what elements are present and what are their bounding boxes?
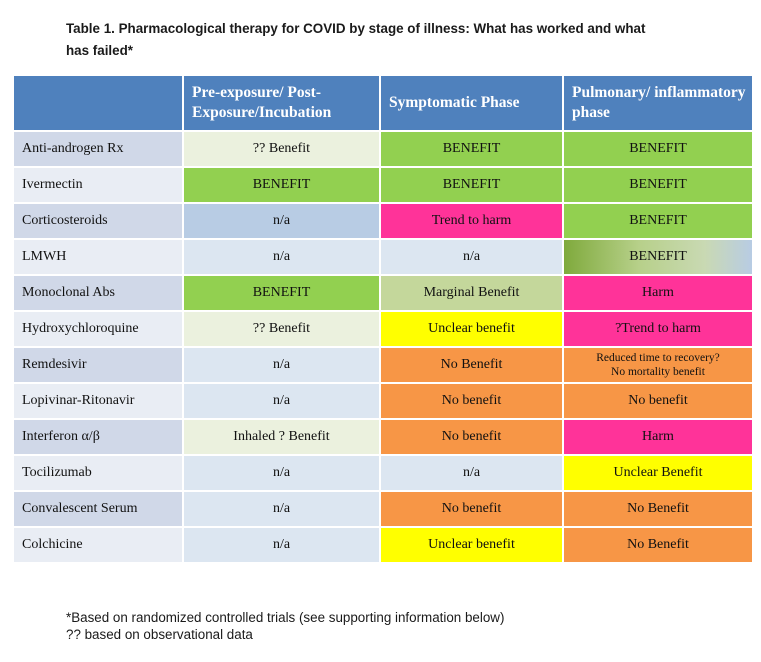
drug-name-cell: Ivermectin <box>14 168 184 204</box>
pre-exposure-cell: ?? Benefit <box>184 132 381 168</box>
pre-exposure-cell: BENEFIT <box>184 276 381 312</box>
pulmonary-cell: No Benefit <box>564 528 754 564</box>
table-row: Remdesivir n/a No Benefit Reduced time to r… <box>14 348 754 384</box>
drug-name-cell: LMWH <box>14 240 184 276</box>
pulmonary-cell: BENEFIT <box>564 204 754 240</box>
drug-name-cell: Convalescent Serum <box>14 492 184 528</box>
drug-name-cell: Lopivinar-Ritonavir <box>14 384 184 420</box>
footnotes: *Based on randomized controlled trials (… <box>66 609 504 643</box>
drug-name-cell: Interferon α/β <box>14 420 184 456</box>
header-pre-exposure: Pre-exposure/ Post-Exposure/Incubation <box>184 76 381 132</box>
pre-exposure-cell: BENEFIT <box>184 168 381 204</box>
pulmonary-cell: BENEFIT <box>564 132 754 168</box>
cell-text-line-2: No mortality benefit <box>611 366 705 378</box>
symptomatic-cell: Marginal Benefit <box>381 276 564 312</box>
symptomatic-cell: No benefit <box>381 420 564 456</box>
table-row: LMWH n/a n/a BENEFIT <box>14 240 754 276</box>
footnote-rct: *Based on randomized controlled trials (… <box>66 610 505 625</box>
table-row: Tocilizumab n/a n/a Unclear Benefit <box>14 456 754 492</box>
pulmonary-cell: ?Trend to harm <box>564 312 754 348</box>
symptomatic-cell: n/a <box>381 240 564 276</box>
table-row: Lopivinar-Ritonavir n/a No benefit No benef… <box>14 384 754 420</box>
caption-line-1: Table 1. Pharmacological therapy for COV… <box>66 21 646 36</box>
table-row: Ivermectin BENEFIT BENEFIT BENEFIT <box>14 168 754 204</box>
symptomatic-cell: Trend to harm <box>381 204 564 240</box>
table-row: Anti-androgen Rx?? Benefit BENEFIT BENEFIT <box>14 132 754 168</box>
drug-name-cell: Anti-androgen Rx <box>14 132 184 168</box>
table-caption: Table 1. Pharmacological therapy for COV… <box>66 18 706 62</box>
pulmonary-cell: No Benefit <box>564 492 754 528</box>
drug-name-cell: Remdesivir <box>14 348 184 384</box>
drug-name-cell: Monoclonal Abs <box>14 276 184 312</box>
table-row: Hydroxychloroquine?? Benefit Unclear bene… <box>14 312 754 348</box>
pre-exposure-cell: n/a <box>184 348 381 384</box>
pre-exposure-cell: n/a <box>184 240 381 276</box>
cell-text-line-1: Reduced time to recovery? <box>596 352 720 364</box>
drug-name-cell: Corticosteroids <box>14 204 184 240</box>
pulmonary-cell: Harm <box>564 276 754 312</box>
symptomatic-cell: No Benefit <box>381 348 564 384</box>
table-body: Anti-androgen Rx?? Benefit BENEFIT BENEFIT… <box>14 132 754 564</box>
table-row: Corticosteroids n/a Trend to harm BENEFIT <box>14 204 754 240</box>
header-pulmonary: Pulmonary/ inflammatory phase <box>564 76 754 132</box>
symptomatic-cell: BENEFIT <box>381 168 564 204</box>
table-row: Monoclonal Abs BENEFIT Marginal Benefit Har… <box>14 276 754 312</box>
drug-name-cell: Colchicine <box>14 528 184 564</box>
pulmonary-cell: Unclear Benefit <box>564 456 754 492</box>
pre-exposure-cell: ?? Benefit <box>184 312 381 348</box>
symptomatic-cell: No benefit <box>381 492 564 528</box>
drug-name-cell: Hydroxychloroquine <box>14 312 184 348</box>
drug-name-cell: Tocilizumab <box>14 456 184 492</box>
footnote-observational: ?? based on observational data <box>66 627 253 642</box>
pulmonary-cell: BENEFIT <box>564 168 754 204</box>
pulmonary-cell: Harm <box>564 420 754 456</box>
pre-exposure-cell: Inhaled ? Benefit <box>184 420 381 456</box>
pre-exposure-cell: n/a <box>184 528 381 564</box>
caption-line-2: has failed* <box>66 43 133 58</box>
pre-exposure-cell: n/a <box>184 204 381 240</box>
header-row: Pre-exposure/ Post-Exposure/Incubation S… <box>14 76 754 132</box>
pulmonary-cell: No benefit <box>564 384 754 420</box>
symptomatic-cell: n/a <box>381 456 564 492</box>
symptomatic-cell: Unclear benefit <box>381 528 564 564</box>
table-row: Convalescent Serum n/a No benefit No Benefi… <box>14 492 754 528</box>
table-row: Interferon α/β Inhaled ? Benefit No benefi… <box>14 420 754 456</box>
pre-exposure-cell: n/a <box>184 384 381 420</box>
pre-exposure-cell: n/a <box>184 456 381 492</box>
table-row: Colchicine n/a Unclear benefit No Benefit <box>14 528 754 564</box>
symptomatic-cell: Unclear benefit <box>381 312 564 348</box>
symptomatic-cell: No benefit <box>381 384 564 420</box>
header-corner <box>14 76 184 132</box>
header-symptomatic: Symptomatic Phase <box>381 76 564 132</box>
pre-exposure-cell: n/a <box>184 492 381 528</box>
therapy-table: Pre-exposure/ Post-Exposure/Incubation S… <box>14 76 754 564</box>
pulmonary-cell: Reduced time to recovery? No mortality be… <box>564 348 754 384</box>
symptomatic-cell: BENEFIT <box>381 132 564 168</box>
pulmonary-cell: BENEFIT <box>564 240 754 276</box>
